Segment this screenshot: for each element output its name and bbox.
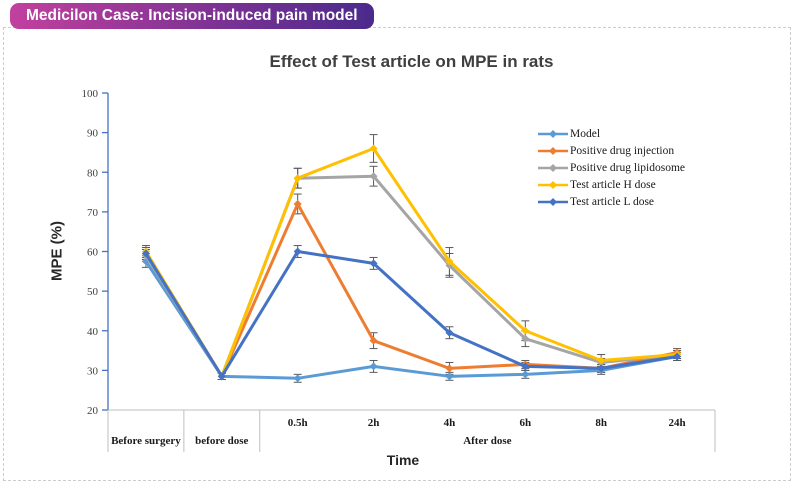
series-marker-3 (293, 174, 302, 183)
series-marker-0 (369, 362, 378, 371)
series-marker-2 (369, 172, 378, 181)
y-tick-label: 20 (87, 405, 99, 417)
legend-label: Test article L dose (570, 195, 655, 208)
x-category-label: 2h (368, 417, 380, 429)
y-tick-label: 100 (82, 88, 99, 100)
y-tick-label: 50 (87, 286, 99, 298)
series-line-3 (144, 146, 679, 378)
series-marker-3 (597, 356, 606, 365)
series-marker-4 (217, 372, 226, 381)
chart-title: Effect of Test article on MPE in rats (269, 52, 554, 71)
series-marker-1 (445, 364, 454, 373)
x-category-label: 0.5h (288, 417, 308, 429)
legend-label: Test article H dose (570, 178, 656, 191)
x-group-label: After dose (463, 435, 511, 447)
series-marker-0 (521, 370, 530, 379)
x-group-label: Before surgery (111, 435, 181, 447)
x-group-label: before dose (195, 435, 248, 447)
x-category-label: 6h (520, 417, 532, 429)
y-tick-label: 70 (87, 207, 99, 219)
x-category-label: 8h (595, 417, 607, 429)
y-tick-label: 60 (87, 247, 99, 259)
legend-label: Positive drug injection (570, 144, 675, 157)
series-marker-3 (369, 144, 378, 153)
x-category-label: 4h (444, 417, 456, 429)
legend-label: Model (570, 127, 601, 140)
series-marker-4 (521, 362, 530, 371)
y-tick-label: 40 (87, 326, 99, 338)
series-marker-4 (445, 328, 454, 337)
series-marker-4 (597, 364, 606, 373)
series-line-4 (144, 250, 679, 378)
series-marker-1 (369, 336, 378, 345)
y-tick-label: 30 (87, 365, 99, 377)
legend-item-1: Positive drug injection (538, 142, 685, 159)
legend-item-4: Test article L dose (538, 193, 685, 210)
series-marker-4 (293, 247, 302, 256)
series-marker-4 (141, 249, 150, 258)
legend-marker-icon (538, 146, 568, 155)
chart-legend: Model Positive drug injection Positive dru… (538, 125, 685, 210)
legend-marker-icon (538, 129, 568, 138)
x-axis-title: Time (386, 452, 420, 468)
legend-marker-icon (538, 197, 568, 206)
legend-item-2: Positive drug lipidosome (538, 159, 685, 176)
series-marker-4 (673, 352, 682, 361)
legend-item-3: Test article H dose (538, 176, 685, 193)
x-category-label: 24h (669, 417, 686, 429)
case-banner: Medicilon Case: Incision-induced pain mo… (10, 3, 374, 29)
series-marker-2 (521, 334, 530, 343)
y-tick-label: 80 (87, 167, 99, 179)
legend-item-0: Model (538, 125, 685, 142)
series-marker-1 (293, 199, 302, 208)
series-marker-3 (521, 326, 530, 335)
legend-marker-icon (538, 163, 568, 172)
series-marker-3 (445, 257, 454, 266)
figure-border (3, 27, 791, 481)
legend-marker-icon (538, 180, 568, 189)
y-tick-label: 90 (87, 128, 99, 140)
series-line-0 (144, 259, 679, 380)
series-marker-0 (293, 374, 302, 383)
series-line-1 (144, 202, 679, 378)
series-marker-4 (369, 259, 378, 268)
series-marker-0 (445, 372, 454, 381)
legend-label: Positive drug lipidosome (570, 161, 685, 174)
